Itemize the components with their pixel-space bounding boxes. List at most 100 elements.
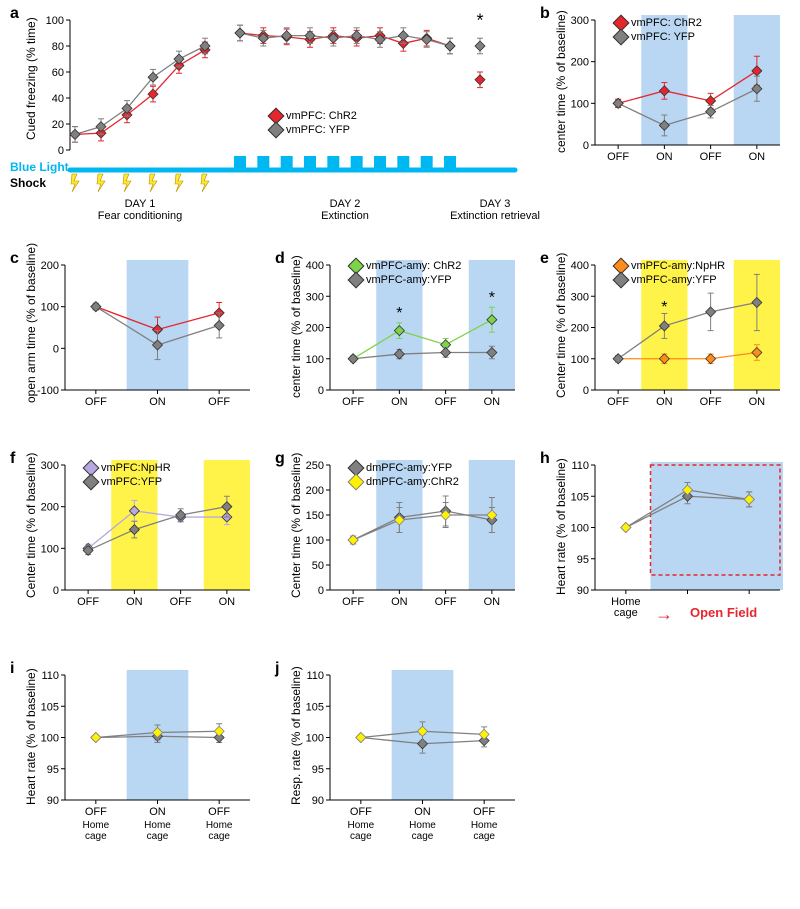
- arrow-icon: →: [655, 604, 673, 625]
- svg-text:90: 90: [47, 795, 59, 807]
- svg-text:Home: Home: [347, 820, 374, 831]
- legend-text: vmPFC: ChR2: [631, 17, 702, 29]
- svg-text:105: 105: [571, 491, 589, 503]
- panel-label: h: [540, 450, 550, 468]
- legend-text: dmPFC-amy:ChR2: [366, 476, 459, 488]
- svg-text:OFF: OFF: [85, 396, 107, 408]
- svg-text:300: 300: [306, 291, 324, 303]
- svg-text:*: *: [661, 299, 667, 316]
- svg-text:*: *: [489, 290, 495, 307]
- svg-text:Home: Home: [144, 820, 171, 831]
- svg-text:ON: ON: [219, 596, 236, 608]
- svg-text:OFF: OFF: [350, 806, 372, 818]
- svg-text:cage: cage: [147, 831, 169, 842]
- panel-label: i: [10, 660, 14, 678]
- legend-item: dmPFC-amy:ChR2: [350, 476, 459, 488]
- y-axis-label: Heart rate (% of baseline): [554, 458, 568, 595]
- svg-text:300: 300: [571, 15, 589, 27]
- legend-item: vmPFC:NpHR: [85, 462, 171, 474]
- svg-text:Home: Home: [206, 820, 233, 831]
- legend-item: vmPFC: YFP: [270, 124, 357, 136]
- svg-text:0: 0: [318, 585, 324, 597]
- svg-text:20: 20: [52, 119, 64, 131]
- svg-text:ON: ON: [126, 596, 143, 608]
- svg-text:200: 200: [306, 323, 324, 335]
- y-axis-label: Heart rate (% of baseline): [24, 668, 38, 805]
- svg-text:OFF: OFF: [700, 396, 722, 408]
- svg-text:300: 300: [571, 291, 589, 303]
- svg-text:90: 90: [312, 795, 324, 807]
- svg-text:400: 400: [306, 260, 324, 272]
- svg-text:100: 100: [306, 733, 324, 745]
- svg-text:100: 100: [571, 523, 589, 535]
- svg-text:80: 80: [52, 41, 64, 53]
- legend-text: vmPFC: ChR2: [286, 110, 357, 122]
- legend-text: vmPFC:NpHR: [101, 462, 171, 474]
- legend: vmPFC:NpHR vmPFC:YFP: [85, 462, 171, 490]
- legend-marker-icon: [613, 29, 630, 46]
- svg-text:OFF: OFF: [607, 396, 629, 408]
- panel-label: g: [275, 450, 285, 468]
- svg-text:ON: ON: [656, 151, 673, 163]
- legend-marker-icon: [268, 122, 285, 139]
- svg-text:ON: ON: [484, 396, 501, 408]
- legend-marker-icon: [83, 474, 100, 491]
- svg-text:Home: Home: [471, 820, 498, 831]
- panel-a: a020406080100*Cued freezing (% time)Blue…: [10, 5, 510, 235]
- legend-text: vmPFC-amy:YFP: [366, 274, 452, 286]
- legend-item: vmPFC: ChR2: [615, 17, 702, 29]
- legend-text: vmPFC:YFP: [101, 476, 162, 488]
- chart-svg: 9095100105110Homecage: [540, 450, 790, 625]
- svg-text:200: 200: [41, 502, 59, 514]
- svg-text:ON: ON: [414, 806, 431, 818]
- panel-label: b: [540, 5, 550, 23]
- svg-text:40: 40: [52, 93, 64, 105]
- panel-label: c: [10, 250, 19, 268]
- svg-text:cage: cage: [614, 607, 638, 619]
- svg-text:ON: ON: [749, 151, 766, 163]
- shock-label: Shock: [10, 176, 46, 190]
- panel-label: f: [10, 450, 15, 468]
- svg-text:cage: cage: [85, 831, 107, 842]
- panel-label: d: [275, 250, 285, 268]
- blue-light-label: Blue Light: [10, 160, 69, 174]
- legend-marker-icon: [348, 272, 365, 289]
- legend: vmPFC: ChR2 vmPFC: YFP: [270, 110, 357, 138]
- svg-text:200: 200: [306, 485, 324, 497]
- svg-text:ON: ON: [391, 596, 408, 608]
- svg-text:OFF: OFF: [85, 806, 107, 818]
- svg-text:200: 200: [571, 323, 589, 335]
- legend-marker-icon: [348, 474, 365, 491]
- svg-text:OFF: OFF: [342, 596, 364, 608]
- svg-text:95: 95: [577, 554, 589, 566]
- svg-text:cage: cage: [350, 831, 372, 842]
- y-axis-label: center time (% of baseline): [289, 255, 303, 398]
- day-label: DAY 3Extinction retrieval: [435, 198, 555, 222]
- panel-c: c-1000100200OFFONOFFopen arm time (% of …: [10, 250, 260, 425]
- panel-i: i9095100105110OFFHomecageONHomecageOFFHo…: [10, 660, 260, 855]
- svg-text:0: 0: [58, 145, 64, 157]
- svg-text:cage: cage: [208, 831, 230, 842]
- y-axis-label: Center time (% of baseline): [289, 452, 303, 597]
- svg-text:100: 100: [41, 302, 59, 314]
- legend: vmPFC-amy: ChR2vmPFC-amy:YFP: [350, 260, 461, 288]
- svg-text:100: 100: [571, 354, 589, 366]
- legend-item: vmPFC: ChR2: [270, 110, 357, 122]
- legend: vmPFC: ChR2 vmPFC: YFP: [615, 17, 702, 45]
- day-label: DAY 1Fear conditioning: [80, 198, 200, 222]
- legend-item: vmPFC: YFP: [615, 31, 702, 43]
- svg-text:150: 150: [306, 510, 324, 522]
- svg-text:OFF: OFF: [607, 151, 629, 163]
- svg-text:OFF: OFF: [473, 806, 495, 818]
- svg-text:100: 100: [46, 15, 64, 27]
- svg-text:ON: ON: [149, 806, 166, 818]
- svg-text:ON: ON: [484, 596, 501, 608]
- panel-label: e: [540, 250, 549, 268]
- svg-text:OFF: OFF: [342, 396, 364, 408]
- svg-text:0: 0: [53, 585, 59, 597]
- chart-svg: 9095100105110OFFHomecageONHomecageOFFHom…: [275, 660, 525, 855]
- svg-text:95: 95: [312, 764, 324, 776]
- svg-text:*: *: [476, 11, 483, 31]
- svg-text:*: *: [396, 305, 402, 322]
- svg-text:OFF: OFF: [435, 596, 457, 608]
